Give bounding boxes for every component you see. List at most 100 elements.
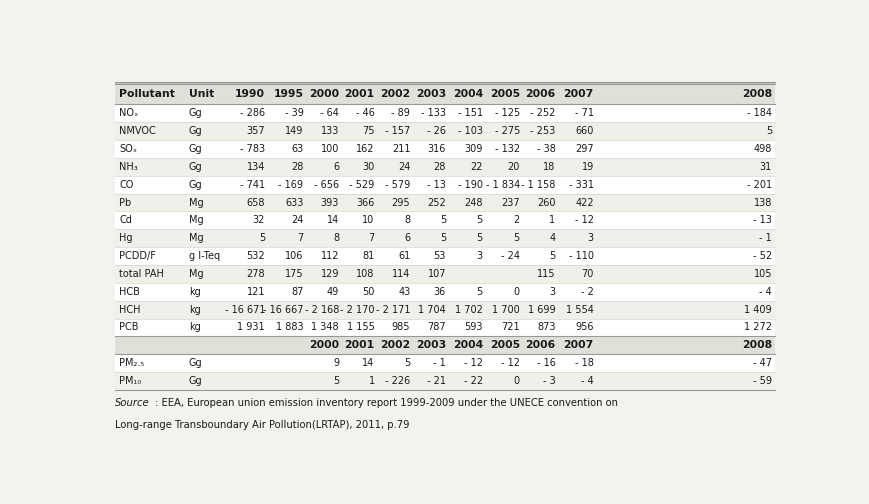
Text: 278: 278 xyxy=(247,269,265,279)
Text: Unit: Unit xyxy=(189,89,214,99)
Text: 1 700: 1 700 xyxy=(492,304,520,314)
Text: 2007: 2007 xyxy=(563,340,594,350)
Text: 2002: 2002 xyxy=(380,89,410,99)
Text: 24: 24 xyxy=(291,215,303,225)
Text: 5: 5 xyxy=(477,215,483,225)
Text: - 157: - 157 xyxy=(385,126,410,136)
Text: - 71: - 71 xyxy=(574,108,594,118)
Text: 985: 985 xyxy=(392,323,410,333)
Text: - 1 834: - 1 834 xyxy=(486,179,520,190)
Text: 22: 22 xyxy=(470,162,483,172)
Text: kg: kg xyxy=(189,323,201,333)
Text: 5: 5 xyxy=(477,287,483,297)
Text: 2001: 2001 xyxy=(344,340,375,350)
Text: 1 704: 1 704 xyxy=(418,304,446,314)
Text: total PAH: total PAH xyxy=(119,269,164,279)
Text: - 741: - 741 xyxy=(240,179,265,190)
Text: Gg: Gg xyxy=(189,358,202,368)
Text: PCDD/F: PCDD/F xyxy=(119,251,156,261)
Bar xyxy=(116,158,775,176)
Text: 75: 75 xyxy=(362,126,375,136)
Text: PM₁₀: PM₁₀ xyxy=(119,376,142,386)
Text: 2006: 2006 xyxy=(525,340,555,350)
Text: Source: Source xyxy=(116,399,150,409)
Text: - 151: - 151 xyxy=(458,108,483,118)
Text: 7: 7 xyxy=(368,233,375,243)
Text: HCH: HCH xyxy=(119,304,141,314)
Text: - 64: - 64 xyxy=(320,108,339,118)
Text: - 46: - 46 xyxy=(355,108,375,118)
Text: 2003: 2003 xyxy=(415,89,446,99)
Text: : EEA, European union emission inventory report 1999-2009 under the UNECE conven: : EEA, European union emission inventory… xyxy=(152,399,619,409)
Text: 5: 5 xyxy=(766,126,772,136)
Text: 129: 129 xyxy=(321,269,339,279)
Text: 260: 260 xyxy=(537,198,555,208)
Text: 61: 61 xyxy=(398,251,410,261)
Text: 787: 787 xyxy=(428,323,446,333)
Text: - 226: - 226 xyxy=(385,376,410,386)
Bar xyxy=(116,301,775,319)
Text: 1 272: 1 272 xyxy=(744,323,772,333)
Text: Gg: Gg xyxy=(189,144,202,154)
Text: 0: 0 xyxy=(514,287,520,297)
Text: - 39: - 39 xyxy=(284,108,303,118)
Text: 9: 9 xyxy=(333,358,339,368)
Text: - 656: - 656 xyxy=(314,179,339,190)
Text: - 12: - 12 xyxy=(574,215,594,225)
Bar xyxy=(116,194,775,212)
Text: CO: CO xyxy=(119,179,134,190)
Text: 2000: 2000 xyxy=(308,89,339,99)
Text: Hg: Hg xyxy=(119,233,133,243)
Text: 297: 297 xyxy=(575,144,594,154)
Text: PM₂.₅: PM₂.₅ xyxy=(119,358,144,368)
Text: - 16: - 16 xyxy=(537,358,555,368)
Text: 357: 357 xyxy=(247,126,265,136)
Text: 2005: 2005 xyxy=(490,89,520,99)
Text: 53: 53 xyxy=(434,251,446,261)
Text: 248: 248 xyxy=(464,198,483,208)
Text: 633: 633 xyxy=(285,198,303,208)
Text: 18: 18 xyxy=(543,162,555,172)
Text: 149: 149 xyxy=(285,126,303,136)
Text: - 190: - 190 xyxy=(458,179,483,190)
Text: 3: 3 xyxy=(587,233,594,243)
Text: 14: 14 xyxy=(362,358,375,368)
Text: 63: 63 xyxy=(291,144,303,154)
Text: - 184: - 184 xyxy=(747,108,772,118)
Text: - 16 667: - 16 667 xyxy=(263,304,303,314)
Text: - 21: - 21 xyxy=(427,376,446,386)
Text: NH₃: NH₃ xyxy=(119,162,138,172)
Text: 237: 237 xyxy=(501,198,520,208)
Text: 106: 106 xyxy=(285,251,303,261)
Bar xyxy=(116,104,775,122)
Text: Mg: Mg xyxy=(189,198,203,208)
Text: 252: 252 xyxy=(428,198,446,208)
Text: Gg: Gg xyxy=(189,108,202,118)
Text: g I-Teq: g I-Teq xyxy=(189,251,220,261)
Text: - 110: - 110 xyxy=(569,251,594,261)
Text: 108: 108 xyxy=(356,269,375,279)
Text: 309: 309 xyxy=(465,144,483,154)
Text: 1 554: 1 554 xyxy=(566,304,594,314)
Text: 5: 5 xyxy=(440,215,446,225)
Text: SOₓ: SOₓ xyxy=(119,144,137,154)
Text: 19: 19 xyxy=(581,162,594,172)
Text: - 1: - 1 xyxy=(760,233,772,243)
Text: 24: 24 xyxy=(398,162,410,172)
Bar xyxy=(116,283,775,301)
Text: - 2 171: - 2 171 xyxy=(375,304,410,314)
Bar xyxy=(116,84,775,104)
Text: - 275: - 275 xyxy=(494,126,520,136)
Text: 30: 30 xyxy=(362,162,375,172)
Text: - 579: - 579 xyxy=(385,179,410,190)
Text: 162: 162 xyxy=(356,144,375,154)
Text: HCB: HCB xyxy=(119,287,140,297)
Text: 211: 211 xyxy=(392,144,410,154)
Text: 5: 5 xyxy=(514,233,520,243)
Text: 134: 134 xyxy=(247,162,265,172)
Bar xyxy=(116,212,775,229)
Text: - 22: - 22 xyxy=(464,376,483,386)
Text: - 52: - 52 xyxy=(753,251,772,261)
Text: 5: 5 xyxy=(259,233,265,243)
Text: - 201: - 201 xyxy=(746,179,772,190)
